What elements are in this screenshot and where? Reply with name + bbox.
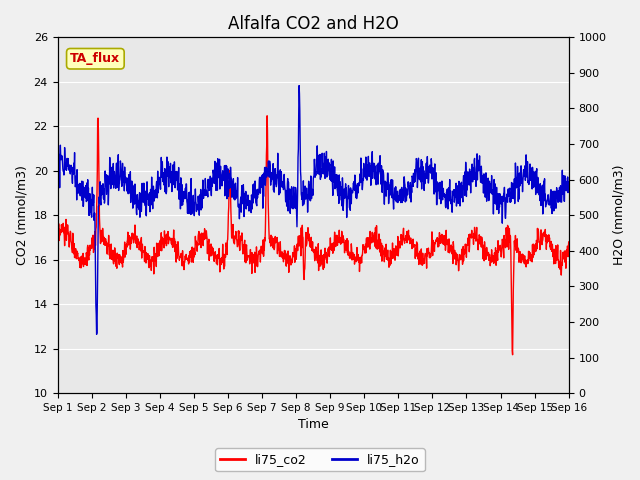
Legend: li75_co2, li75_h2o: li75_co2, li75_h2o <box>215 448 425 471</box>
X-axis label: Time: Time <box>298 419 328 432</box>
Y-axis label: H2O (mmol/m3): H2O (mmol/m3) <box>612 165 625 265</box>
Y-axis label: CO2 (mmol/m3): CO2 (mmol/m3) <box>15 165 28 265</box>
Text: TA_flux: TA_flux <box>70 52 120 65</box>
Title: Alfalfa CO2 and H2O: Alfalfa CO2 and H2O <box>228 15 399 33</box>
